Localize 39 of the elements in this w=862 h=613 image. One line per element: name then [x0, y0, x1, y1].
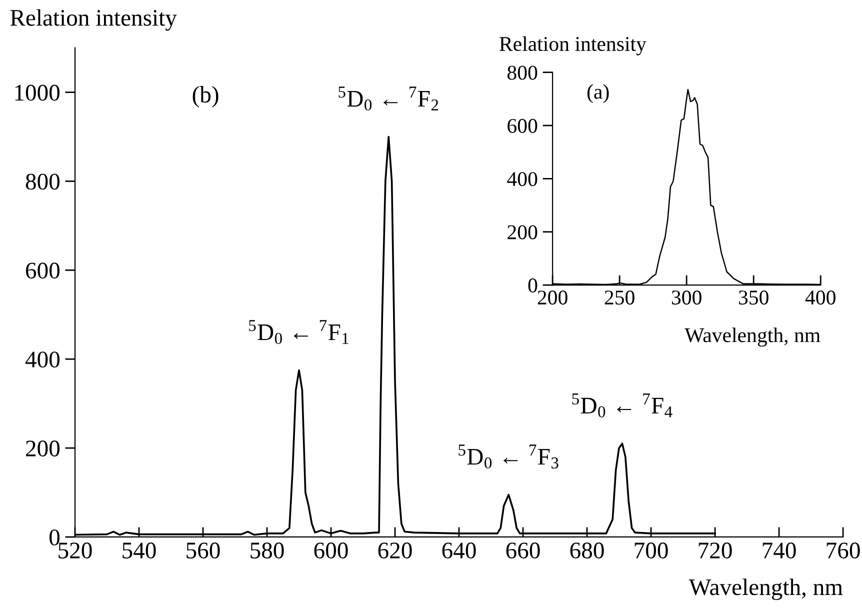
y-tick-label: 200	[508, 225, 538, 240]
annotation: (a)	[587, 84, 609, 104]
y-tick-label: 0	[528, 278, 538, 292]
y-tick-label: 600	[26, 262, 60, 279]
y-tick-label: 600	[508, 118, 538, 133]
x-tick-label: 740	[762, 542, 796, 558]
annotation: $^{5}$D$_{0}$ ← $^{7}$F$_{3}$	[458, 444, 558, 469]
x-tick-label: 200	[538, 290, 568, 305]
x-tick-label: 350	[738, 290, 768, 305]
x-tick-label: 640	[442, 542, 476, 558]
x-tick-label: 720	[698, 542, 732, 558]
annotation: $^{5}$D$_{0}$ ← $^{7}$F$_{2}$	[338, 86, 438, 111]
x-axis-title: Wavelength, nm	[688, 578, 843, 600]
x-tick-label: 250	[604, 290, 634, 305]
annotation: $^{5}$D$_{0}$ ← $^{7}$F$_{4}$	[572, 394, 672, 418]
x-tick-label: 400	[805, 290, 836, 305]
x-tick-label: 680	[570, 542, 604, 558]
x-tick-label: 600	[314, 542, 348, 558]
x-tick-label: 520	[58, 542, 92, 558]
y-tick-label: 0	[50, 529, 60, 546]
x-tick-label: 760	[826, 542, 860, 558]
annotation: (b)	[192, 86, 218, 108]
x-tick-label: 620	[378, 542, 412, 558]
y-tick-label: 800	[26, 174, 60, 190]
y-tick-label: 1000	[15, 84, 60, 101]
y-tick-label: 200	[26, 440, 60, 456]
x-tick-label: 580	[250, 542, 284, 558]
y-tick-label: 400	[507, 172, 538, 186]
y-tick-label: 400	[25, 352, 60, 368]
x-axis-title: Wavelength, nm	[684, 328, 820, 347]
annotation: $^{5}$D$_{0}$ ← $^{7}$F$_{1}$	[249, 320, 348, 344]
y-axis-title: Relation intensity	[500, 36, 646, 56]
y-tick-label: 800	[508, 66, 538, 80]
x-tick-label: 560	[186, 542, 220, 558]
y-axis-title: Relation intensity	[10, 9, 177, 31]
x-tick-label: 300	[672, 290, 702, 305]
x-tick-label: 660	[506, 542, 540, 558]
x-tick-label: 700	[634, 542, 668, 558]
x-tick-label: 540	[122, 542, 156, 558]
